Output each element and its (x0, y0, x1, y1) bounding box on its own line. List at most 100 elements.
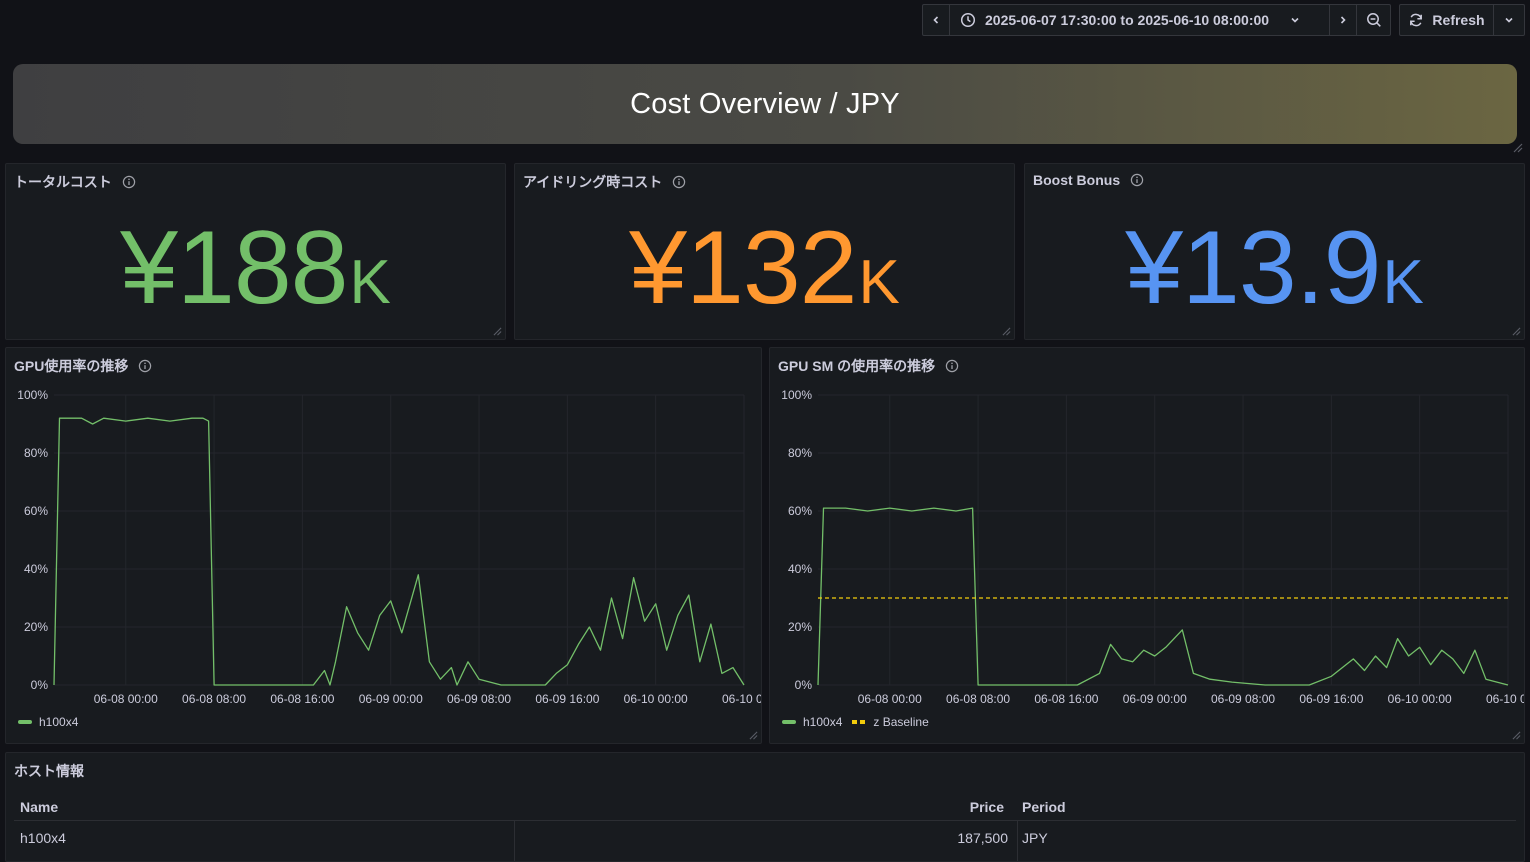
time-range-back-button[interactable] (922, 4, 950, 36)
x-tick-label: 06-09 08:00 (1211, 692, 1275, 706)
resize-handle-icon[interactable] (1512, 731, 1521, 740)
y-tick-label: 0% (31, 678, 49, 692)
y-tick-label: 100% (17, 388, 48, 402)
legend-label: z Baseline (873, 715, 929, 729)
chart-legend: h100x4 z Baseline (782, 715, 929, 729)
gpu-sm-usage-chart[interactable]: 0% 20% 40% 60% 80% 100% 06-08 00:00 06-08 08:00… (770, 348, 1524, 743)
chart-panel-gpu-usage[interactable]: GPU使用率の推移 0% 20% 40% 60% 80% 100% 06-08 00:00 0… (5, 347, 762, 744)
x-tick-label: 06-08 08:00 (182, 692, 246, 706)
stat-number: ¥13.9 (1125, 210, 1381, 326)
x-tick-label: 06-09 16:00 (535, 692, 599, 706)
x-tick-label: 06-09 16:00 (1299, 692, 1363, 706)
info-icon[interactable] (1130, 173, 1144, 187)
refresh-button[interactable]: Refresh (1399, 4, 1494, 36)
resize-handle-icon[interactable] (1002, 327, 1011, 336)
legend-label: h100x4 (803, 715, 843, 729)
stat-number: ¥132 (629, 210, 857, 326)
info-icon[interactable] (945, 359, 959, 373)
column-header-price[interactable]: Price (969, 799, 1004, 815)
stat-value: ¥13.9K (1025, 216, 1524, 320)
x-tick-label: 06-09 00:00 (359, 692, 423, 706)
stat-unit: K (349, 248, 391, 317)
stat-panel-idle-cost[interactable]: アイドリング時コスト ¥132K (514, 163, 1015, 340)
x-tick-label: 06-10 0 (1486, 692, 1524, 706)
stat-panel-boost-bonus[interactable]: Boost Bonus ¥13.9K (1024, 163, 1525, 340)
x-tick-label: 06-10 00:00 (1388, 692, 1452, 706)
legend-label: h100x4 (39, 715, 79, 729)
legend-swatch (18, 720, 32, 724)
x-tick-label: 06-08 08:00 (946, 692, 1010, 706)
legend-item[interactable]: h100x4 (782, 715, 842, 729)
legend-item[interactable]: z Baseline (852, 715, 929, 729)
column-header-name[interactable]: Name (20, 799, 59, 815)
time-range-text: 2025-06-07 17:30:00 to 2025-06-10 08:00:… (985, 12, 1270, 28)
clock-icon (960, 12, 976, 28)
host-info-panel[interactable]: ホスト情報 Name Price Period h100x4 187,500 J… (5, 752, 1525, 862)
x-tick-label: 06-09 00:00 (1123, 692, 1187, 706)
table-column-divider (514, 821, 515, 861)
chart-panel-gpu-sm-usage[interactable]: GPU SM の使用率の推移 0% 20% 40% 60% 80% 100% 06-08 0… (769, 347, 1525, 744)
chevron-left-icon (933, 16, 939, 24)
banner-title: Cost Overview / JPY (630, 87, 900, 120)
y-tick-label: 0% (795, 678, 813, 692)
panel-title: トータルコスト (14, 174, 112, 190)
dashboard-banner: Cost Overview / JPY (13, 64, 1517, 144)
chevron-right-icon (1340, 16, 1346, 24)
refresh-interval-dropdown[interactable] (1493, 4, 1525, 36)
y-tick-label: 80% (788, 446, 812, 460)
resize-handle-icon[interactable] (1512, 327, 1521, 336)
stat-panel-total-cost[interactable]: トータルコスト ¥188K (5, 163, 506, 340)
resize-handle-icon[interactable] (1513, 143, 1523, 153)
refresh-icon (1410, 13, 1423, 27)
y-tick-label: 20% (788, 620, 812, 634)
x-tick-label: 06-10 0 (722, 692, 761, 706)
legend-item[interactable]: h100x4 (18, 715, 78, 729)
y-tick-label: 20% (24, 620, 48, 634)
x-tick-label: 06-09 08:00 (447, 692, 511, 706)
table-cell-price: 187,500 (957, 830, 1008, 846)
stat-number: ¥188 (120, 210, 348, 326)
time-range-picker[interactable]: 2025-06-07 17:30:00 to 2025-06-10 08:00:… (949, 4, 1330, 36)
stat-unit: K (858, 248, 900, 317)
resize-handle-icon[interactable] (749, 731, 758, 740)
refresh-label: Refresh (1432, 12, 1485, 28)
stat-unit: K (1382, 248, 1424, 317)
x-tick-label: 06-10 00:00 (624, 692, 688, 706)
y-tick-label: 60% (788, 504, 812, 518)
zoom-out-icon (1366, 13, 1381, 27)
y-tick-label: 40% (24, 562, 48, 576)
info-icon[interactable] (138, 359, 152, 373)
table-cell-period: JPY (1022, 830, 1048, 846)
y-tick-label: 60% (24, 504, 48, 518)
chart-title: GPU SM の使用率の推移 (778, 358, 936, 374)
legend-swatch (852, 720, 867, 724)
info-icon[interactable] (672, 175, 686, 189)
chart-title: GPU使用率の推移 (14, 358, 129, 374)
y-tick-label: 40% (788, 562, 812, 576)
gpu-usage-chart[interactable]: 0% 20% 40% 60% 80% 100% 06-08 00:00 06-08 08:00… (6, 348, 761, 743)
resize-handle-icon[interactable] (493, 327, 502, 336)
panel-title: ホスト情報 (14, 763, 84, 779)
x-tick-label: 06-08 00:00 (858, 692, 922, 706)
panel-title: Boost Bonus (1033, 172, 1121, 188)
time-range-forward-button[interactable] (1329, 4, 1357, 36)
chart-legend: h100x4 (18, 715, 78, 729)
table-header-divider (14, 820, 1516, 821)
table-cell-name: h100x4 (20, 830, 66, 846)
panel-title: アイドリング時コスト (523, 174, 663, 190)
column-header-period[interactable]: Period (1022, 799, 1066, 815)
legend-swatch (782, 720, 796, 724)
y-tick-label: 100% (781, 388, 812, 402)
y-tick-label: 80% (24, 446, 48, 460)
series-line (817, 507, 1509, 686)
x-tick-label: 06-08 16:00 (270, 692, 334, 706)
x-tick-label: 06-08 00:00 (94, 692, 158, 706)
info-icon[interactable] (122, 175, 136, 189)
series-line (53, 417, 745, 686)
stat-value: ¥188K (6, 216, 505, 320)
table-column-divider (1017, 821, 1018, 861)
chevron-down-icon (1291, 17, 1299, 23)
chevron-down-icon (1505, 17, 1513, 23)
x-tick-label: 06-08 16:00 (1034, 692, 1098, 706)
zoom-out-button[interactable] (1356, 4, 1391, 36)
